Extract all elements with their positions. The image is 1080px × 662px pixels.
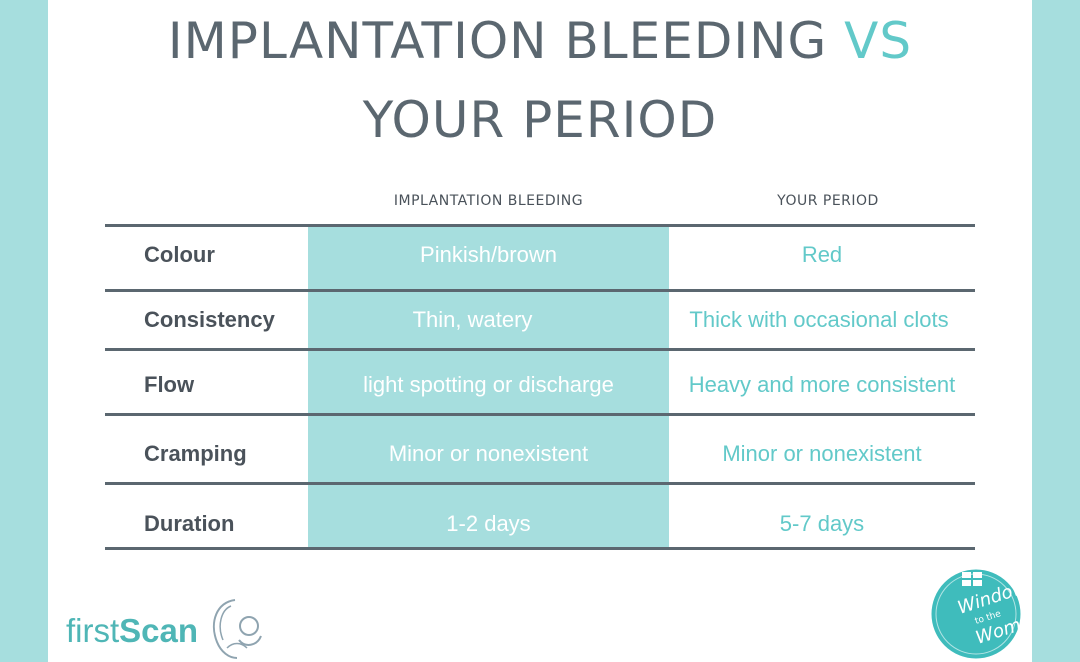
title-vs: VS — [844, 12, 913, 70]
row-label-duration: Duration — [144, 511, 235, 536]
row-label-consistency: Consistency — [144, 307, 275, 332]
table-divider — [105, 482, 975, 485]
table-divider — [105, 224, 975, 227]
row-label-colour: Colour — [144, 242, 215, 267]
cell-period-duration: 5-7 days — [779, 511, 865, 536]
mother-baby-icon — [212, 599, 262, 659]
cell-period-colour: Red — [801, 242, 843, 267]
table-divider — [105, 348, 975, 351]
cell-period-cramping: Minor or nonexistent — [722, 441, 922, 466]
cell-implantation-flow: light spotting or discharge — [363, 372, 614, 397]
cell-implantation-consistency: Thin, watery — [412, 307, 533, 332]
page-title-line2: YOUR PERIOD — [362, 91, 718, 149]
table-divider — [105, 547, 975, 550]
firstscan-logo-first: first — [66, 612, 120, 649]
row-label-cramping: Cramping — [144, 441, 247, 466]
page-title-line1: IMPLANTATION BLEEDING VS — [0, 16, 1080, 66]
firstscan-logo-scan: Scan — [119, 612, 199, 649]
firstscan-logo: firstScan — [66, 612, 198, 650]
cell-period-consistency: Thick with occasional clots — [689, 307, 949, 332]
row-label-flow: Flow — [144, 372, 195, 397]
window-to-the-womb-logo: Window to the Womb — [928, 566, 1028, 662]
table-divider — [105, 413, 975, 416]
cell-implantation-duration: 1-2 days — [446, 511, 531, 536]
title-prefix: IMPLANTATION BLEEDING — [167, 12, 828, 70]
cell-period-flow: Heavy and more consistent — [688, 372, 956, 397]
implantation-column-highlight — [308, 226, 669, 550]
column-header-implantation: IMPLANTATION BLEEDING — [393, 193, 584, 209]
cell-implantation-colour: Pinkish/brown — [420, 242, 557, 267]
table-divider — [105, 289, 975, 292]
column-header-period: YOUR PERIOD — [777, 193, 879, 209]
cell-implantation-cramping: Minor or nonexistent — [388, 441, 589, 466]
